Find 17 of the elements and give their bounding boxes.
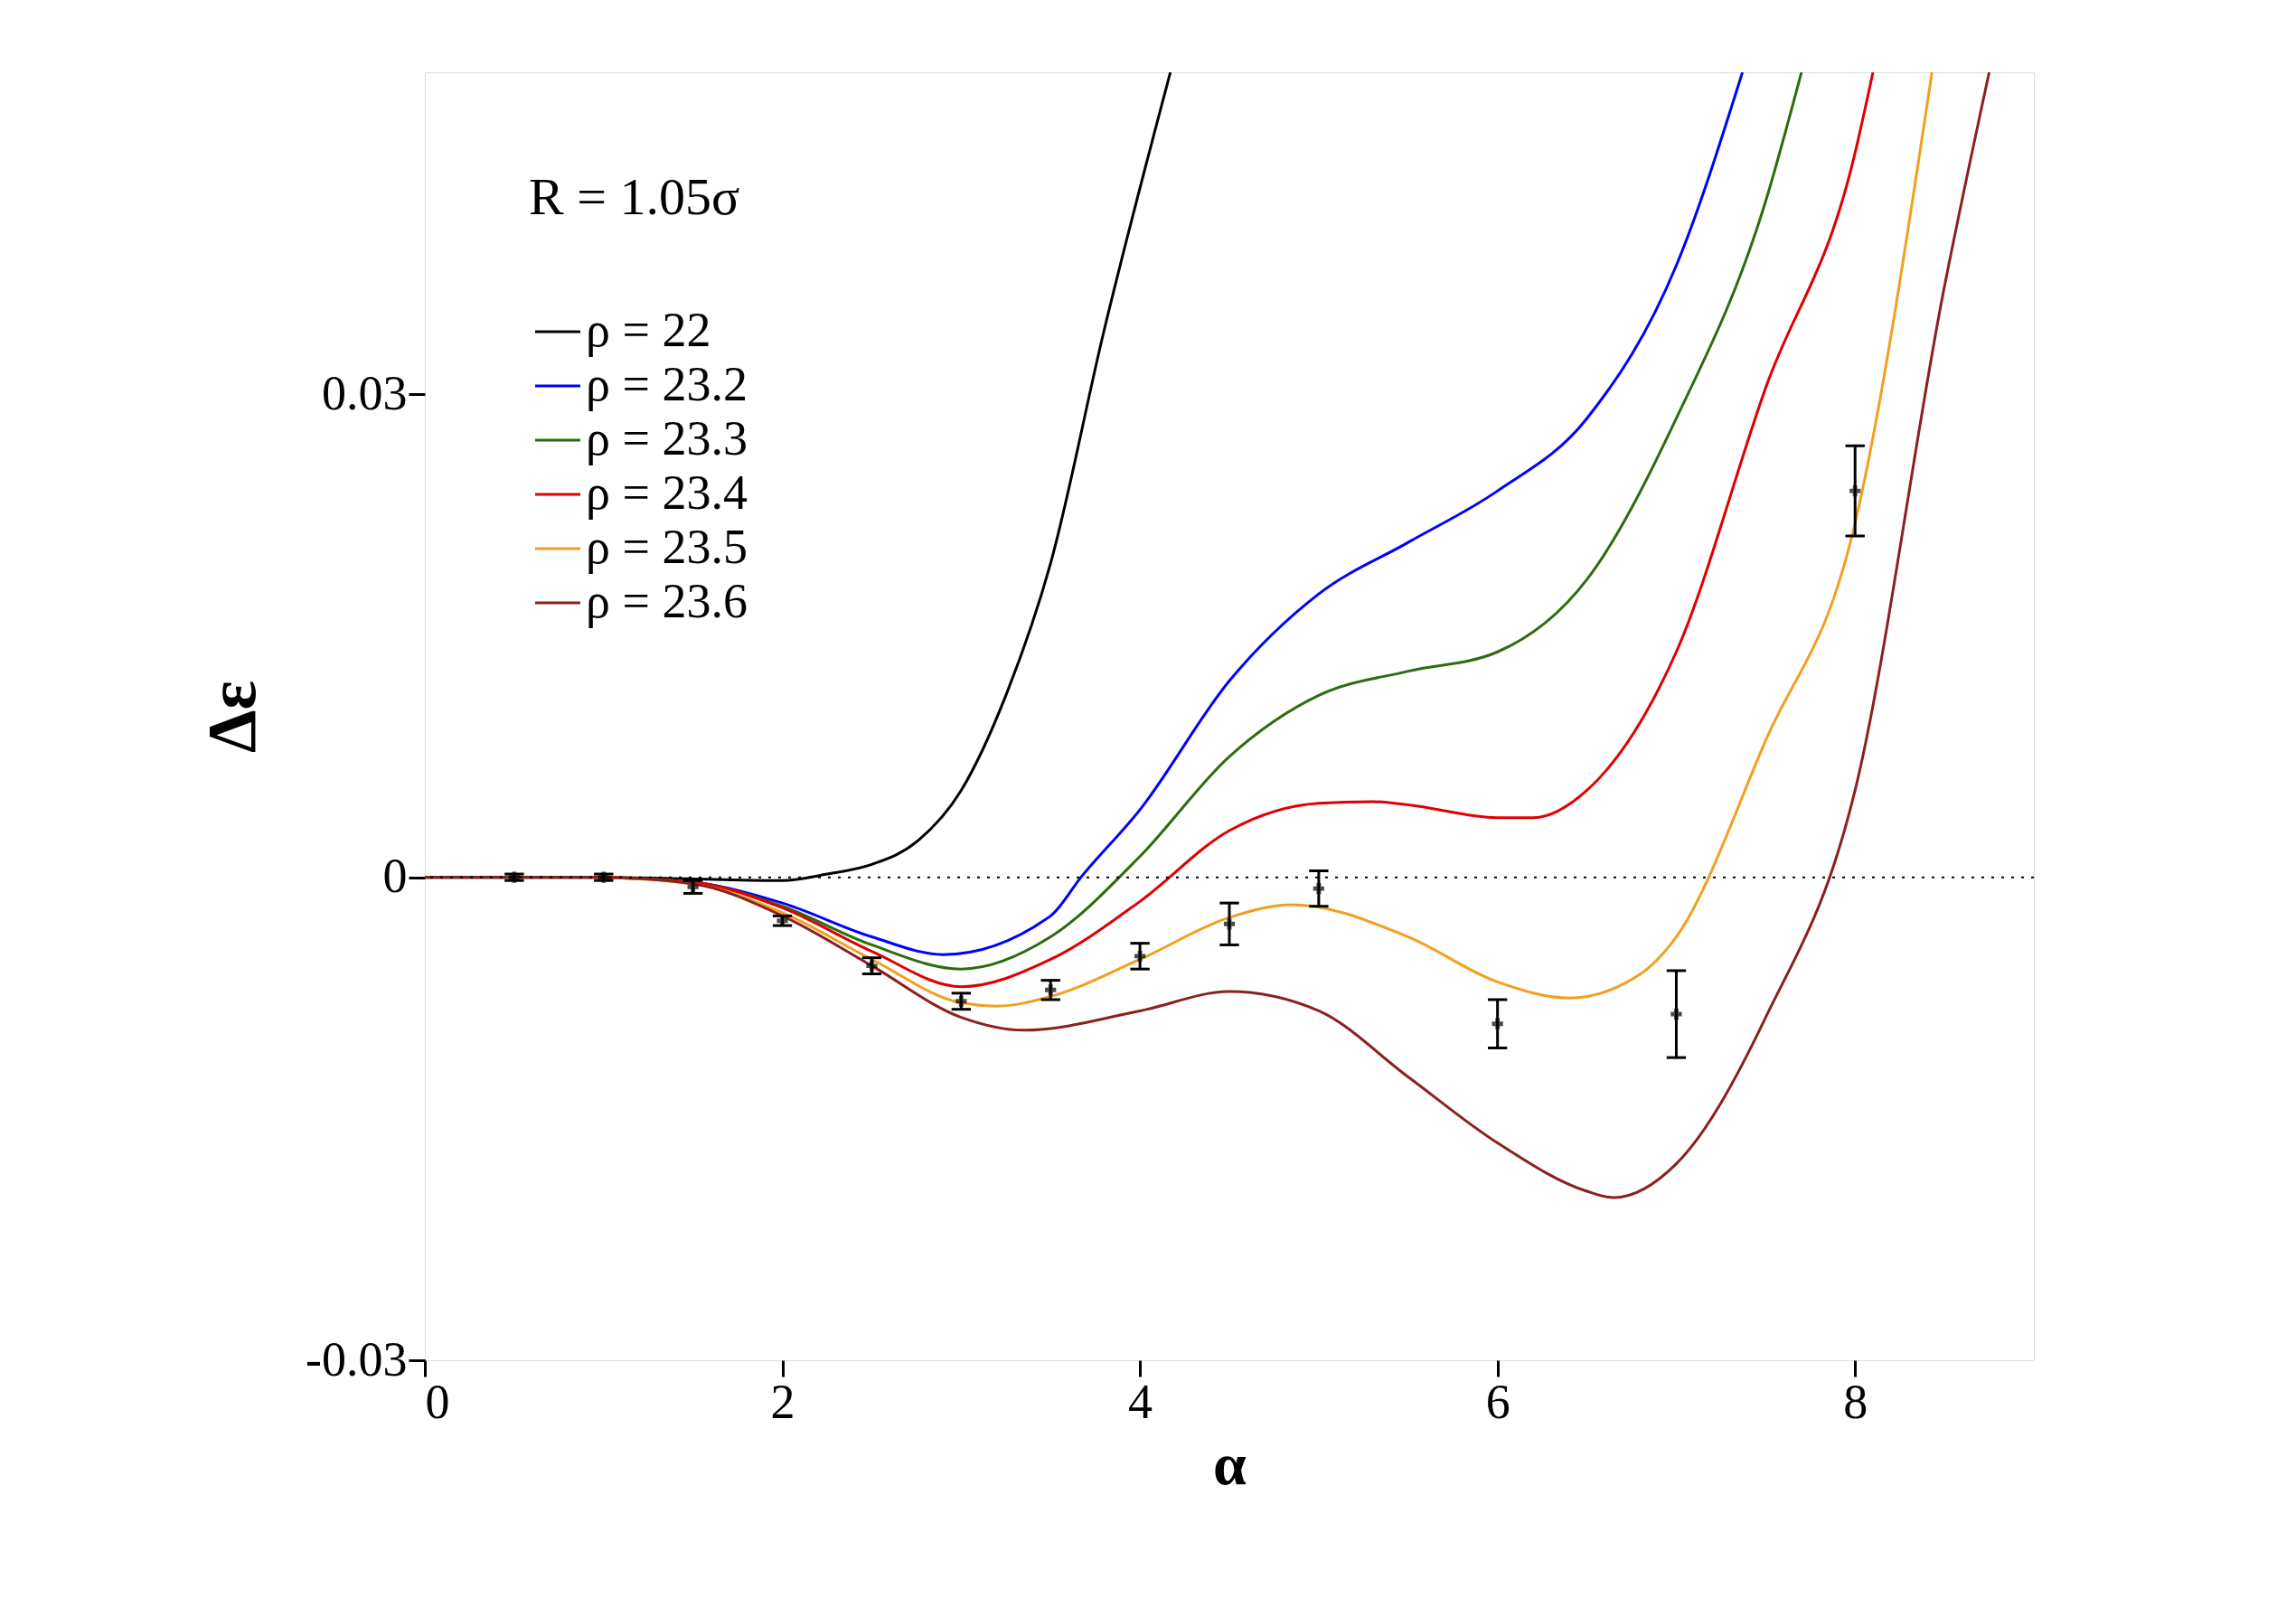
annotation: R = 1.05σ bbox=[529, 167, 740, 226]
y-tick-label: -0.03 bbox=[306, 1331, 408, 1386]
y-tick-label: 0.03 bbox=[322, 365, 408, 420]
legend-label: ρ = 22 bbox=[586, 303, 711, 357]
y-tick-label: 0 bbox=[382, 849, 408, 904]
legend-label: ρ = 23.4 bbox=[586, 465, 748, 520]
x-tick-label: 6 bbox=[1485, 1374, 1510, 1429]
x-tick-label: 4 bbox=[1128, 1374, 1153, 1429]
legend-label: ρ = 23.2 bbox=[586, 357, 748, 411]
x-tick-label: 2 bbox=[770, 1374, 795, 1429]
x-tick-label: 0 bbox=[425, 1374, 450, 1429]
x-tick-label: 8 bbox=[1843, 1374, 1868, 1429]
y-axis-title: Δε bbox=[193, 680, 270, 754]
legend-label: ρ = 23.6 bbox=[586, 574, 748, 628]
legend-label: ρ = 23.5 bbox=[586, 520, 748, 574]
legend-label: ρ = 23.3 bbox=[586, 411, 748, 465]
x-axis-title: α bbox=[1213, 1430, 1247, 1497]
